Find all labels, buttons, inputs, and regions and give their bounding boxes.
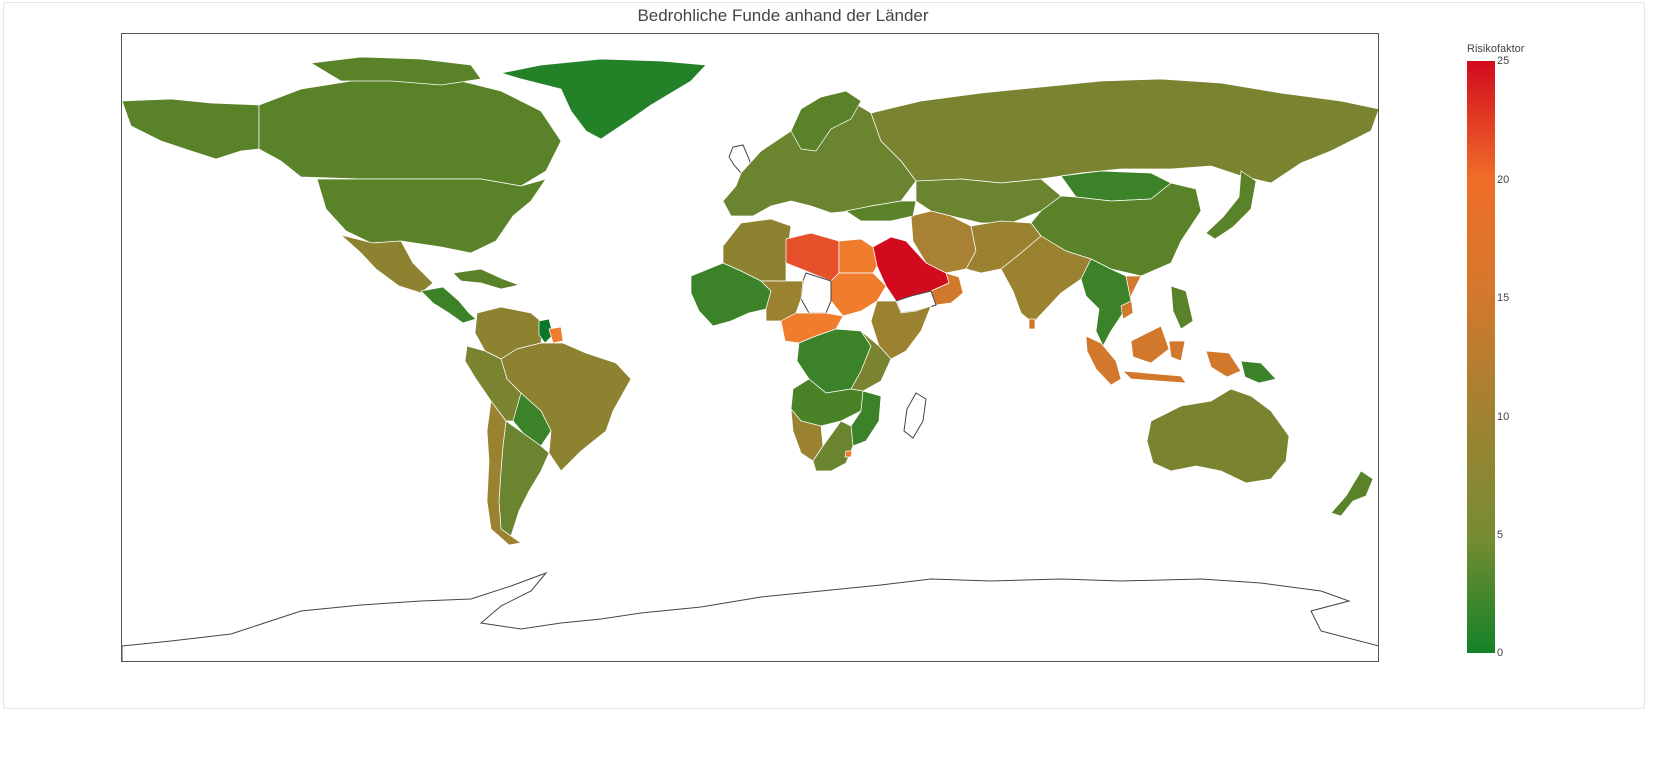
region-madagaskar [903, 392, 927, 439]
region-karibik[interactable] [452, 268, 521, 290]
region-alaska[interactable] [122, 98, 260, 160]
colorbar-scale [1467, 61, 1495, 653]
region-kamerun[interactable] [780, 312, 844, 344]
region-skandinavien[interactable] [790, 90, 862, 152]
region-ostafrika[interactable] [870, 300, 932, 360]
region-chile[interactable] [486, 400, 522, 546]
region-mittelamerika[interactable] [420, 286, 477, 324]
region-aegypten[interactable] [838, 238, 878, 274]
region-japan[interactable] [1205, 170, 1257, 240]
region-neuseeland[interactable] [1330, 470, 1374, 517]
colorbar-tick: 5 [1497, 529, 1504, 541]
region-zentralasien[interactable] [915, 178, 1062, 224]
region-indien[interactable] [1000, 235, 1092, 324]
region-australien[interactable] [1146, 388, 1290, 484]
colorbar-tick: 20 [1497, 174, 1510, 186]
region-guyana[interactable] [538, 318, 554, 344]
region-kanada[interactable] [258, 76, 562, 187]
region-suriname[interactable] [548, 326, 564, 344]
region-indonesien[interactable] [1085, 325, 1242, 386]
region-suedafrika[interactable] [812, 420, 854, 472]
region-antarktis [122, 571, 1378, 661]
region-vietnam[interactable] [1120, 275, 1142, 320]
region-russland[interactable] [870, 78, 1379, 184]
region-philippinen[interactable] [1170, 285, 1194, 330]
colorbar-tick: 15 [1497, 292, 1510, 304]
region-arktische-inseln[interactable] [309, 56, 482, 86]
colorbar-tick: 10 [1497, 411, 1510, 423]
world-map[interactable] [121, 33, 1379, 662]
colorbar-title: Risikofaktor [1467, 43, 1525, 55]
region-sri-lanka[interactable] [1028, 318, 1036, 330]
region-papua-neuguinea[interactable] [1240, 360, 1277, 384]
region-tuerkei[interactable] [845, 200, 917, 222]
region-mosambik[interactable] [850, 390, 882, 447]
region-westafrika[interactable] [690, 262, 772, 327]
region-usa[interactable] [316, 178, 547, 254]
region-oman[interactable] [930, 272, 964, 306]
region-mexiko[interactable] [340, 234, 434, 294]
colorbar-tick: 25 [1497, 55, 1510, 67]
region-libyen[interactable] [785, 232, 840, 282]
region-groenland[interactable] [500, 58, 707, 140]
region-suedostasien[interactable] [1080, 258, 1132, 347]
chart-title: Bedrohliche Funde anhand der Länder [637, 6, 929, 25]
region-lesotho[interactable] [844, 450, 853, 458]
colorbar-tick: 0 [1497, 647, 1504, 659]
